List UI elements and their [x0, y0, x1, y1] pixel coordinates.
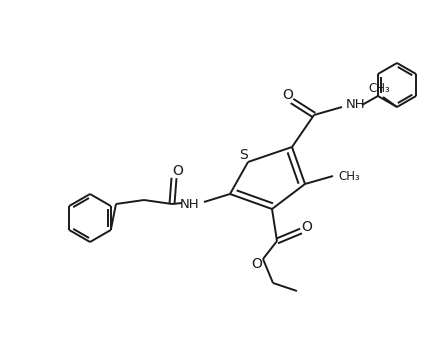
Text: O: O: [302, 220, 312, 234]
Text: CH₃: CH₃: [338, 170, 360, 183]
Text: S: S: [238, 148, 247, 162]
Text: NH: NH: [346, 98, 366, 112]
Text: CH₃: CH₃: [368, 82, 390, 96]
Text: NH: NH: [180, 198, 200, 211]
Text: O: O: [252, 257, 262, 271]
Text: O: O: [283, 88, 293, 102]
Text: O: O: [173, 164, 184, 178]
